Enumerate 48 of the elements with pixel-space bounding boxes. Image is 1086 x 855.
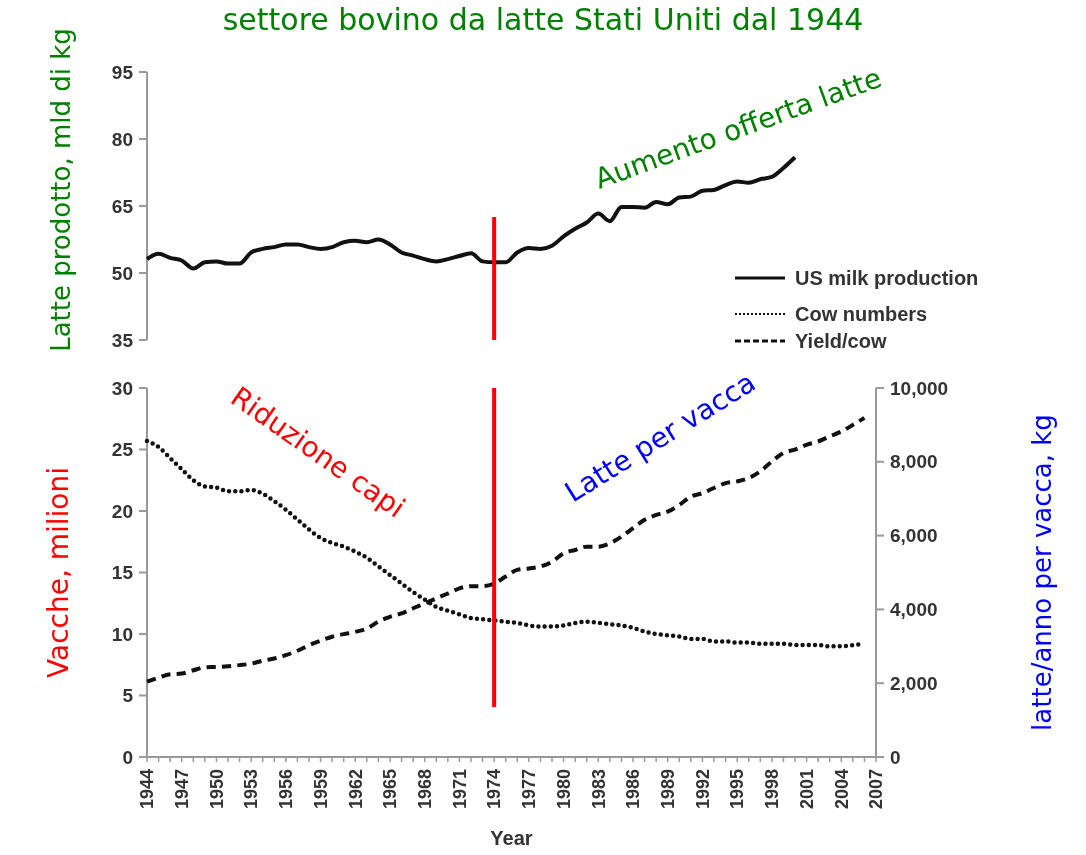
y-axis-title: Latte prodotto, mld di kg — [46, 28, 76, 352]
x-tick-label: 1983 — [588, 769, 609, 810]
x-axis-title: Year — [490, 827, 533, 849]
x-tick-label: 2001 — [796, 769, 817, 810]
legend-label: Cow numbers — [795, 303, 928, 325]
x-tick-label: 1980 — [553, 769, 574, 810]
y2-tick-label: 2,000 — [890, 672, 938, 694]
y2-tick-label: 0 — [890, 746, 901, 768]
legend-label: Yield/cow — [795, 330, 887, 352]
x-tick-label: 2007 — [866, 769, 887, 810]
x-tick-label: 1986 — [623, 769, 644, 810]
y2-tick-label: 4,000 — [890, 599, 938, 621]
y2-tick-label: 8,000 — [890, 451, 938, 473]
x-tick-label: 1950 — [206, 769, 227, 810]
x-tick-label: 1947 — [172, 769, 193, 810]
y-tick-label: 15 — [111, 562, 134, 584]
y2-tick-label: 10,000 — [890, 377, 949, 399]
x-tick-label: 1971 — [449, 769, 470, 810]
x-tick-label: 1977 — [519, 769, 540, 810]
x-tick-label: 1959 — [310, 769, 331, 810]
y-tick-label: 50 — [111, 262, 133, 284]
legend-label: US milk production — [795, 267, 979, 289]
x-tick-label: 1944 — [137, 769, 158, 810]
y-axis-title: Vacche, milioni — [42, 467, 75, 678]
chart-title: settore bovino da latte Stati Uniti dal 1944 — [222, 2, 864, 37]
x-tick-label: 1956 — [276, 769, 297, 810]
x-tick-label: 1995 — [727, 769, 748, 810]
y-tick-label: 35 — [111, 329, 134, 351]
y-tick-label: 65 — [111, 195, 134, 217]
y-tick-label: 80 — [111, 128, 133, 150]
x-tick-label: 1998 — [762, 769, 783, 810]
x-tick-label: 2004 — [831, 769, 852, 810]
y-tick-label: 30 — [111, 377, 133, 399]
x-tick-label: 1992 — [692, 769, 713, 810]
x-tick-label: 1962 — [345, 769, 366, 810]
y-tick-label: 5 — [122, 685, 134, 707]
y2-tick-label: 6,000 — [890, 525, 938, 547]
x-tick-label: 1965 — [380, 769, 401, 810]
y2-axis-title: latte/anno per vacca, kg — [1027, 414, 1058, 731]
y-tick-label: 0 — [122, 746, 133, 768]
y-tick-label: 10 — [111, 623, 133, 645]
y-tick-label: 25 — [111, 439, 134, 461]
x-tick-label: 1968 — [415, 769, 436, 810]
x-tick-label: 1989 — [658, 769, 679, 810]
x-tick-label: 1953 — [241, 769, 262, 810]
y-tick-label: 95 — [111, 61, 134, 83]
y-tick-label: 20 — [111, 500, 133, 522]
x-tick-label: 1974 — [484, 769, 505, 810]
